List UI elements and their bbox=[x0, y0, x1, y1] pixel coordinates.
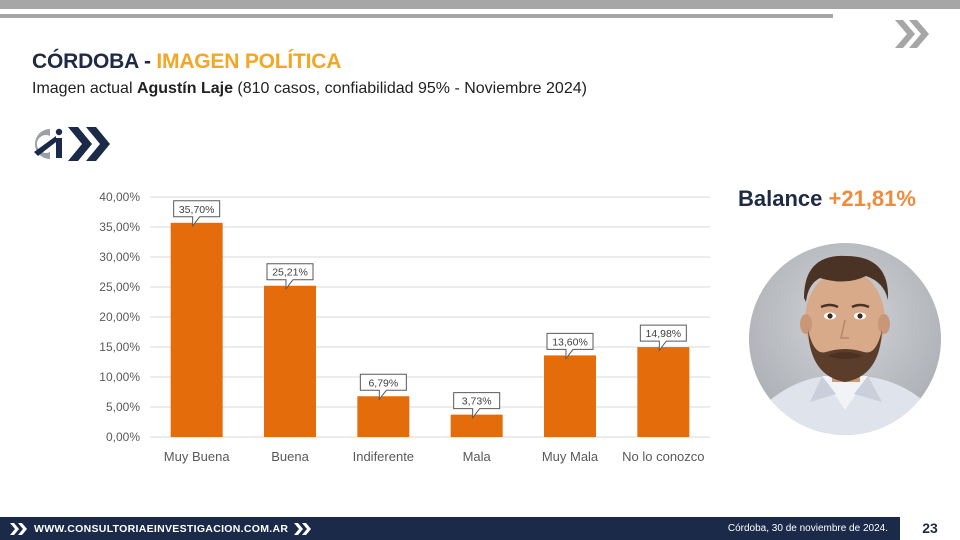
page-number: 23 bbox=[900, 517, 960, 540]
data-label: 6,79% bbox=[368, 377, 398, 389]
bar bbox=[357, 396, 410, 437]
data-label-callout bbox=[173, 200, 221, 228]
subtitle-name: Agustín Laje bbox=[136, 80, 233, 97]
balance-label: Balance bbox=[738, 186, 829, 211]
top-gray-bar bbox=[0, 0, 960, 9]
data-label-callout bbox=[453, 392, 501, 420]
bar bbox=[170, 222, 223, 437]
title-main: CÓRDOBA - bbox=[32, 50, 157, 73]
page-subtitle: Imagen actual Agustín Laje (810 casos, c… bbox=[32, 80, 587, 98]
balance-value: +21,81% bbox=[828, 186, 916, 211]
balance-summary: Balance +21,81% bbox=[738, 186, 916, 212]
data-label: 13,60% bbox=[552, 336, 588, 348]
x-tick-label: Buena bbox=[271, 449, 309, 464]
y-tick-label: 25,00% bbox=[99, 280, 140, 294]
data-label: 25,21% bbox=[272, 267, 308, 279]
footer-website-text: WWW.CONSULTORIAEINVESTIGACION.COM.AR bbox=[34, 522, 289, 535]
subtitle-prefix: Imagen actual bbox=[32, 80, 137, 97]
bar bbox=[264, 285, 316, 437]
y-tick-label: 40,00% bbox=[99, 190, 140, 204]
portrait-photo bbox=[749, 243, 941, 435]
x-tick-label: Muy Buena bbox=[164, 449, 231, 464]
y-tick-label: 0,00% bbox=[106, 430, 140, 444]
bar bbox=[450, 414, 503, 437]
double-chevron-icon bbox=[895, 20, 929, 48]
subtitle-suffix: (810 casos, confiabilidad 95% - Noviembr… bbox=[232, 80, 587, 97]
data-label-callout bbox=[359, 373, 407, 401]
company-logo bbox=[34, 127, 110, 161]
y-tick-label: 5,00% bbox=[106, 400, 140, 414]
data-label-callout bbox=[266, 263, 314, 291]
data-label-callout bbox=[639, 324, 687, 352]
footer-date: Córdoba, 30 de noviembre de 2024. bbox=[727, 523, 888, 534]
bar bbox=[637, 347, 690, 437]
double-chevron-icon bbox=[294, 522, 312, 535]
title-accent: IMAGEN POLÍTICA bbox=[156, 50, 342, 73]
y-tick-label: 35,00% bbox=[99, 220, 140, 234]
y-tick-label: 10,00% bbox=[99, 370, 140, 384]
bar-chart: 0,00% 5,00% 10,00% 15,00% 20,00% 25,00% 30,00%… bbox=[99, 190, 710, 464]
y-tick-label: 30,00% bbox=[99, 250, 140, 264]
data-label: 3,73% bbox=[462, 396, 492, 408]
y-tick-label: 15,00% bbox=[99, 340, 140, 354]
footer-website[interactable]: WWW.CONSULTORIAEINVESTIGACION.COM.AR bbox=[10, 517, 312, 540]
x-tick-label: Indiferente bbox=[353, 449, 414, 464]
footer-bar: WWW.CONSULTORIAEINVESTIGACION.COM.AR Cór… bbox=[0, 517, 900, 540]
data-label-callout bbox=[546, 332, 594, 360]
double-chevron-icon bbox=[10, 522, 27, 535]
y-tick-label: 20,00% bbox=[99, 310, 140, 324]
data-label: 35,70% bbox=[179, 204, 215, 216]
data-label: 14,98% bbox=[646, 328, 682, 340]
x-tick-label: Mala bbox=[463, 449, 492, 464]
bar bbox=[544, 355, 596, 437]
top-gray-line bbox=[0, 14, 833, 18]
page-title: CÓRDOBA - IMAGEN POLÍTICA bbox=[32, 50, 341, 74]
x-tick-label: No lo conozco bbox=[622, 449, 704, 464]
x-tick-label: Muy Mala bbox=[542, 449, 599, 464]
